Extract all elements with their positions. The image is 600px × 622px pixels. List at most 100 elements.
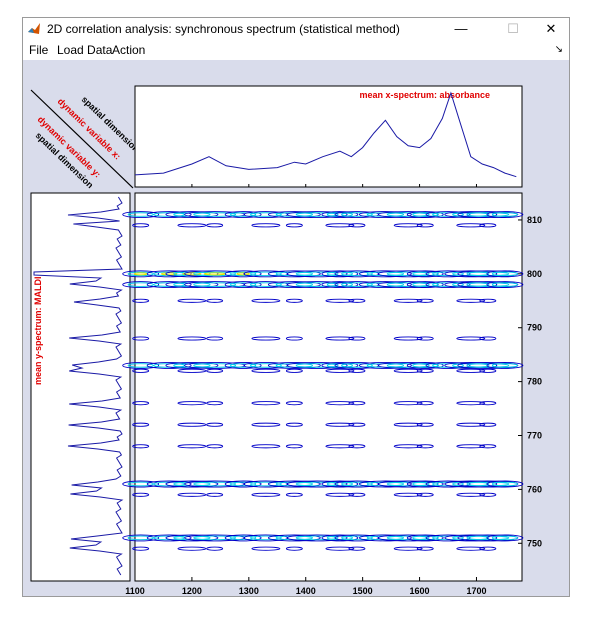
- contour-160: [358, 361, 412, 369]
- contour-172: [486, 361, 524, 369]
- contour-263: [122, 534, 160, 542]
- menu-load-data[interactable]: Load Data: [57, 43, 113, 57]
- contour-195: [479, 401, 497, 406]
- x-tick-label-3: 1400: [296, 586, 316, 596]
- contour-96: [267, 281, 321, 289]
- contour-38: [285, 223, 303, 228]
- maximize-button[interactable]: ☐: [507, 21, 519, 36]
- menu-action[interactable]: Action: [112, 43, 146, 57]
- contour-137: [416, 336, 434, 341]
- contour-120: [206, 298, 224, 303]
- contour-262: [479, 492, 497, 497]
- y-tick-label-0: 810: [527, 215, 542, 225]
- contour-159: [341, 363, 373, 368]
- contour-108: [406, 281, 444, 289]
- contour-197: [177, 422, 207, 427]
- contour-237: [341, 481, 373, 487]
- dock-arrow-icon[interactable]: ↘: [554, 44, 563, 55]
- contour-31: [466, 212, 510, 217]
- contour-169: [452, 363, 490, 368]
- contour-294: [466, 535, 510, 541]
- x-tick-label-2: 1300: [239, 586, 259, 596]
- contour-43: [456, 223, 486, 228]
- contour-81: [466, 271, 510, 277]
- menu-file[interactable]: File: [29, 43, 49, 57]
- contour-217: [479, 444, 497, 449]
- contour-219: [127, 481, 154, 487]
- contour-184: [479, 368, 497, 373]
- contour-250: [486, 480, 524, 488]
- y-tick-label-4: 770: [527, 431, 542, 441]
- contour-33: [491, 212, 518, 217]
- contour-140: [122, 361, 160, 369]
- figure-canvas: spatial dimension dynamic variable x: dy…: [23, 60, 569, 596]
- contour-186: [177, 401, 207, 406]
- contour-41: [393, 223, 423, 228]
- contour-278: [295, 535, 339, 541]
- contour-175: [177, 368, 207, 373]
- contour-297: [132, 546, 150, 551]
- contour-215: [416, 444, 434, 449]
- contour-212: [325, 444, 355, 449]
- contour-48: [146, 270, 192, 278]
- contour-252: [132, 492, 150, 497]
- contour-269: [184, 534, 246, 542]
- contour-14: [286, 211, 348, 219]
- contour-95: [250, 282, 282, 287]
- contour-142: [146, 361, 192, 369]
- contour-53: [182, 272, 202, 276]
- contour-76: [425, 270, 471, 278]
- contour-249: [466, 481, 510, 487]
- contour-18: [334, 211, 380, 219]
- contour-204: [416, 422, 434, 427]
- contour-103: [341, 282, 373, 287]
- close-button[interactable]: ✕: [545, 21, 557, 36]
- contour-19: [341, 212, 373, 217]
- contour-6: [184, 211, 246, 219]
- contour-45: [122, 270, 160, 278]
- contour-134: [325, 336, 355, 341]
- contour-24: [406, 211, 444, 219]
- contour-132: [251, 336, 281, 341]
- contour-241: [386, 481, 430, 487]
- contour-254: [206, 492, 224, 497]
- contour-185: [132, 401, 150, 406]
- contour-79: [452, 271, 490, 277]
- contour-260: [416, 492, 434, 497]
- contour-243: [412, 481, 439, 487]
- matlab-logo-icon: [27, 22, 41, 36]
- contour-116: [486, 281, 524, 289]
- contour-232: [286, 480, 348, 488]
- contour-176: [206, 368, 224, 373]
- contour-0: [122, 211, 160, 219]
- contour-256: [285, 492, 303, 497]
- contour-222: [165, 480, 219, 488]
- contour-50: [160, 272, 178, 276]
- contour-91: [193, 282, 237, 287]
- contour-233: [295, 481, 339, 487]
- contour-242: [406, 480, 444, 488]
- contour-82: [486, 270, 524, 278]
- contour-57: [224, 270, 262, 278]
- contour-20: [358, 211, 412, 219]
- window-title: 2D correlation analysis: synchronous spe…: [47, 22, 400, 36]
- contour-152: [267, 361, 321, 369]
- contour-113: [452, 282, 490, 287]
- x-axis-ticks: 1100 1200 1300 1400 1500 1600 1700: [125, 577, 486, 596]
- contour-141: [127, 363, 154, 368]
- contour-1: [127, 212, 154, 217]
- contour-25: [412, 212, 439, 217]
- contour-2: [146, 211, 192, 219]
- contour-216: [456, 444, 486, 449]
- y-tick-label-1: 800: [527, 269, 542, 279]
- minimize-button[interactable]: —: [454, 21, 468, 36]
- title-bar[interactable]: 2D correlation analysis: synchronous spe…: [23, 18, 569, 40]
- contour-90: [184, 281, 246, 289]
- contour-298: [177, 546, 207, 551]
- contour-207: [132, 444, 150, 449]
- contour-151: [250, 363, 282, 368]
- contour-121: [251, 298, 281, 303]
- contour-236: [334, 480, 380, 488]
- contour-194: [456, 401, 486, 406]
- contour-205: [456, 422, 486, 427]
